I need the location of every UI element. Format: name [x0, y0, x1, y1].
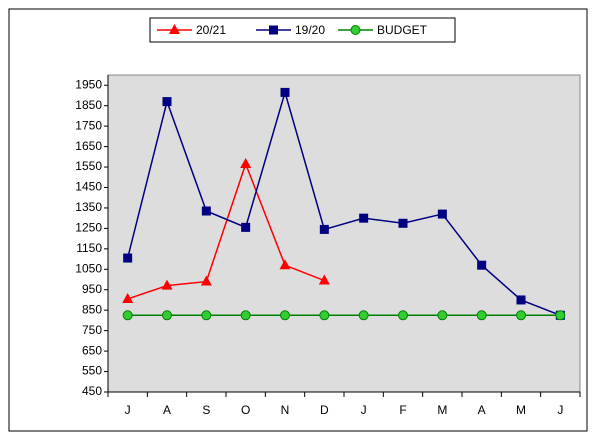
y-tick-label: 1450	[75, 180, 102, 194]
y-tick-label: 550	[82, 364, 102, 378]
y-tick-label: 1350	[75, 200, 102, 214]
y-tick-label: 850	[82, 302, 102, 316]
x-tick-label: N	[281, 403, 290, 417]
marker	[279, 259, 291, 270]
x-tick-label: J	[125, 403, 131, 417]
x-tick-label: M	[516, 403, 526, 417]
marker	[516, 295, 526, 305]
marker	[516, 310, 526, 321]
y-tick-label: 1850	[75, 98, 102, 112]
legend-label: BUDGET	[377, 23, 428, 37]
x-tick-label: D	[320, 403, 329, 417]
y-tick-label: 650	[82, 343, 102, 357]
y-tick-label: 750	[82, 323, 102, 337]
y-tick-label: 1250	[75, 221, 102, 235]
x-tick-label: O	[241, 403, 250, 417]
series-line	[126, 89, 561, 317]
plot-area	[107, 74, 581, 393]
legend-label: 19/20	[295, 23, 325, 37]
marker	[240, 157, 252, 168]
marker	[123, 253, 133, 263]
x-tick-label: J	[361, 403, 367, 417]
marker	[162, 310, 172, 321]
marker	[358, 310, 369, 321]
series-line	[127, 161, 325, 300]
y-tick-label: 1550	[75, 159, 102, 173]
marker	[555, 310, 566, 321]
x-tick-label: A	[478, 403, 486, 417]
marker	[319, 224, 329, 234]
x-tick-label: M	[437, 403, 447, 417]
marker	[319, 310, 330, 321]
marker	[359, 213, 369, 223]
x-tick-label: F	[399, 403, 406, 417]
x-tick-label: J	[557, 403, 563, 417]
marker	[200, 275, 212, 286]
marker	[437, 310, 448, 321]
marker	[241, 222, 251, 232]
x-tick-label: A	[163, 403, 171, 417]
marker	[476, 310, 487, 321]
y-tick-label: 1050	[75, 261, 102, 275]
legend-marker	[269, 25, 278, 35]
marker	[122, 310, 133, 321]
marker	[161, 279, 173, 290]
marker	[318, 274, 330, 285]
y-tick-label: 1950	[75, 77, 102, 91]
marker	[162, 97, 172, 107]
marker	[398, 310, 408, 321]
legend-box	[149, 17, 456, 43]
x-tick-label: S	[202, 403, 210, 417]
y-tick-label: 950	[82, 282, 102, 296]
marker	[240, 310, 251, 321]
marker	[477, 260, 487, 270]
marker	[201, 310, 212, 321]
marker	[437, 209, 447, 219]
marker	[122, 292, 134, 303]
marker	[280, 87, 290, 97]
y-tick-label: 1650	[75, 139, 102, 153]
legend-marker	[169, 24, 180, 34]
marker	[398, 218, 408, 228]
y-tick-label: 450	[82, 384, 102, 398]
marker	[280, 310, 290, 321]
legend-label: 20/21	[196, 23, 226, 37]
legend-marker	[350, 25, 361, 35]
y-tick-label: 1150	[76, 241, 102, 255]
marker	[201, 206, 211, 216]
y-tick-label: 1750	[75, 118, 102, 132]
